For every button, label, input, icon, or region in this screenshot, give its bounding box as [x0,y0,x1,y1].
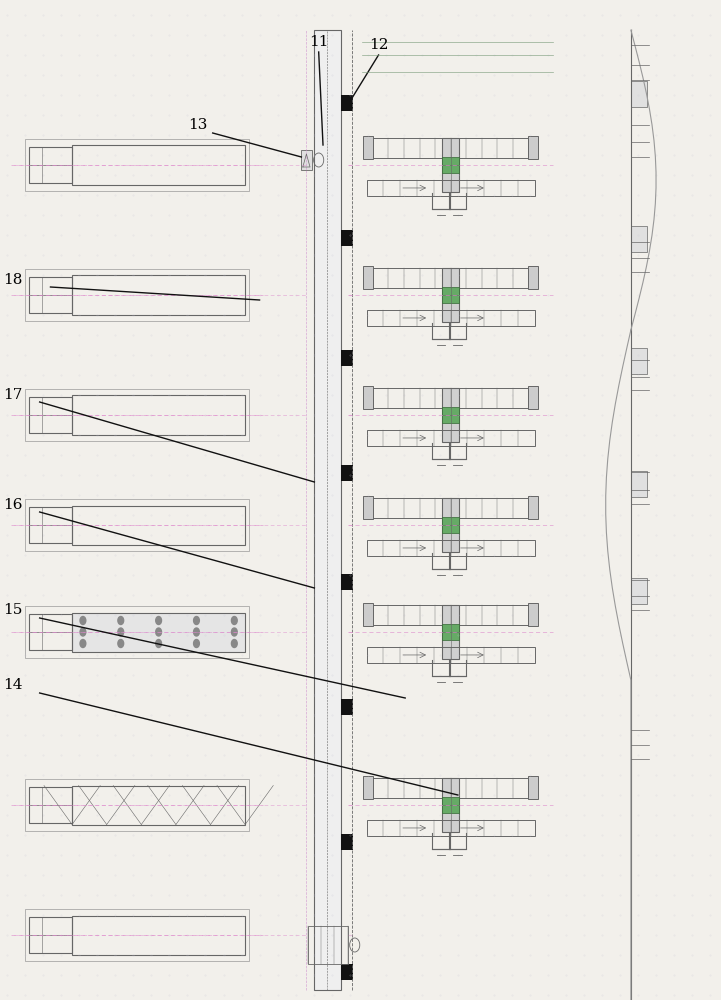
Bar [528,496,538,519]
Bar [72,506,245,544]
Bar [314,30,341,990]
Bar [373,268,528,288]
Bar [29,397,72,433]
Bar [442,287,459,303]
Bar [341,834,353,850]
Circle shape [156,628,162,636]
Bar [341,465,353,481]
Bar [442,268,459,322]
Bar [373,605,528,625]
Text: 17: 17 [4,388,22,402]
Bar [442,624,459,640]
Text: 15: 15 [4,603,22,617]
Bar [29,147,72,183]
Bar [631,81,647,107]
Bar [72,786,245,824]
Bar [25,779,249,831]
Bar [528,136,538,159]
Bar [25,139,249,191]
Bar [442,605,459,659]
Bar [528,776,538,799]
Bar [631,578,647,604]
Bar [442,157,459,173]
Bar [29,917,72,953]
Bar [528,386,538,409]
Circle shape [231,640,237,648]
Bar [25,499,249,551]
Circle shape [194,640,199,648]
Circle shape [80,628,86,636]
Bar [442,407,459,423]
Text: 18: 18 [4,273,22,287]
Bar [367,540,534,556]
Bar [528,266,538,289]
Bar [341,964,353,980]
Circle shape [156,616,162,624]
Bar [363,603,373,626]
Circle shape [118,616,124,624]
Bar [341,574,353,590]
Bar [363,266,373,289]
Bar [442,797,459,813]
Bar [341,699,353,715]
Bar [442,138,459,192]
Text: 12: 12 [368,38,389,52]
Circle shape [231,616,237,624]
Bar [301,150,312,170]
Bar [631,226,647,252]
Bar [29,277,72,313]
Bar [72,395,245,434]
Bar [631,348,647,374]
Text: 14: 14 [3,678,23,692]
Circle shape [156,640,162,648]
Bar [25,269,249,321]
Bar [528,603,538,626]
Bar [341,350,353,366]
Bar [373,498,528,518]
Bar [341,95,353,111]
Bar [25,389,249,441]
Bar [341,230,353,246]
Bar [29,507,72,543]
Circle shape [194,616,199,624]
Bar [72,275,245,314]
Bar [363,776,373,799]
Bar [367,647,534,663]
Circle shape [80,640,86,648]
Bar [442,517,459,533]
Text: 13: 13 [189,118,208,132]
Bar [363,386,373,409]
Bar [72,916,245,954]
Bar [363,496,373,519]
Bar [367,820,534,836]
Bar [442,388,459,442]
Bar [367,430,534,446]
Bar [442,498,459,552]
Bar [367,180,534,196]
Bar [72,145,245,184]
Bar [29,787,72,823]
Bar [367,310,534,326]
Circle shape [118,628,124,636]
Bar [72,612,245,652]
Circle shape [118,640,124,648]
Bar [373,778,528,798]
Bar [442,778,459,832]
Bar [373,138,528,158]
Bar [363,136,373,159]
Bar [373,388,528,408]
Bar [29,614,72,650]
Circle shape [194,628,199,636]
Bar [631,471,647,497]
Circle shape [231,628,237,636]
Text: 16: 16 [3,498,23,512]
Text: 11: 11 [309,35,329,49]
Bar [308,926,348,964]
Bar [25,909,249,961]
Circle shape [80,616,86,624]
Bar [25,606,249,658]
